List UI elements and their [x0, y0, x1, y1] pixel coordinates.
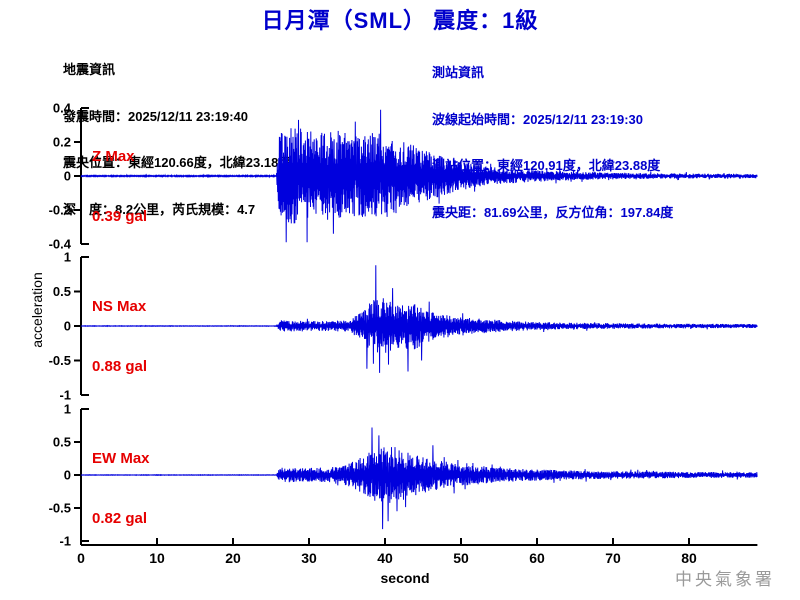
- svg-text:10: 10: [149, 550, 165, 566]
- svg-text:0.4: 0.4: [53, 101, 72, 116]
- origin-time: 發震時間：2025/12/11 23:19:40: [63, 108, 248, 124]
- x-axis-label: second: [380, 570, 430, 586]
- panel-EW: 1 0.5 0 -0.5 -1: [49, 402, 758, 549]
- svg-text:50: 50: [453, 550, 469, 566]
- trace-EW: [80, 427, 758, 530]
- ns-max-value: 0.88 gal: [92, 358, 148, 375]
- trace-NS: [80, 265, 758, 373]
- svg-text:-0.5: -0.5: [49, 501, 71, 516]
- ew-max-value: 0.82 gal: [92, 510, 148, 527]
- station-info-block: 測站資訊 波線起始時間：2025/12/11 23:19:30 測站位置：東經1…: [432, 34, 673, 251]
- svg-text:-0.5: -0.5: [49, 353, 71, 368]
- svg-text:30: 30: [301, 550, 317, 566]
- svg-text:20: 20: [225, 550, 241, 566]
- svg-text:0: 0: [77, 550, 85, 566]
- time-axis: 0 10 20 30 40 50 60 70 80: [77, 538, 758, 566]
- agency-watermark: 中央氣象署: [675, 570, 775, 590]
- svg-text:0.2: 0.2: [53, 135, 71, 150]
- ns-max-title: NS Max: [92, 298, 147, 315]
- ew-max-title: EW Max: [92, 450, 150, 467]
- earthquake-info-block: 地震資訊 發震時間：2025/12/11 23:19:40 震央位置：東經120…: [63, 31, 291, 248]
- z-max-value: 0.39 gal: [92, 208, 148, 225]
- svg-text:60: 60: [529, 550, 545, 566]
- svg-text:0.5: 0.5: [53, 284, 71, 299]
- y-axis-label: acceleration: [29, 272, 45, 348]
- depth-magnitude: 深 度：8.2公里，芮氏規模：4.7: [63, 201, 256, 217]
- epicenter-location: 震央位置：東經120.66度，北緯23.18度: [63, 155, 292, 170]
- record-start-time: 波線起始時間：2025/12/11 23:19:30: [432, 111, 643, 127]
- svg-text:0: 0: [64, 468, 71, 483]
- station-info-heading: 測站資訊: [432, 65, 485, 80]
- page-title: 日月潭（SML） 震度：1級: [261, 8, 539, 33]
- ew-max-label: EW Max 0.82 gal: [92, 409, 150, 569]
- z-max-title: Z Max: [92, 148, 135, 165]
- z-max-label: Z Max 0.39 gal: [92, 107, 147, 267]
- trace-Z: [80, 109, 758, 243]
- svg-text:-1: -1: [59, 534, 71, 549]
- svg-text:70: 70: [605, 550, 621, 566]
- svg-text:-0.4: -0.4: [49, 237, 72, 252]
- svg-text:80: 80: [681, 550, 697, 566]
- panel-NS: 1 0.5 0 -0.5 -1: [49, 250, 758, 403]
- svg-text:0: 0: [64, 169, 71, 184]
- epicentral-distance: 震央距：81.69公里，反方位角：197.84度: [432, 204, 674, 220]
- svg-text:40: 40: [377, 550, 393, 566]
- panel-Z: 0.4 0.2 0 -0.2 -0.4: [49, 101, 758, 252]
- svg-text:0.5: 0.5: [53, 435, 71, 450]
- svg-text:-0.2: -0.2: [49, 203, 71, 218]
- earthquake-info-heading: 地震資訊: [63, 62, 116, 77]
- svg-text:0: 0: [64, 319, 71, 334]
- ns-max-label: NS Max 0.88 gal: [92, 257, 147, 417]
- svg-text:1: 1: [64, 250, 71, 265]
- svg-text:-1: -1: [59, 388, 71, 403]
- svg-text:1: 1: [64, 402, 71, 417]
